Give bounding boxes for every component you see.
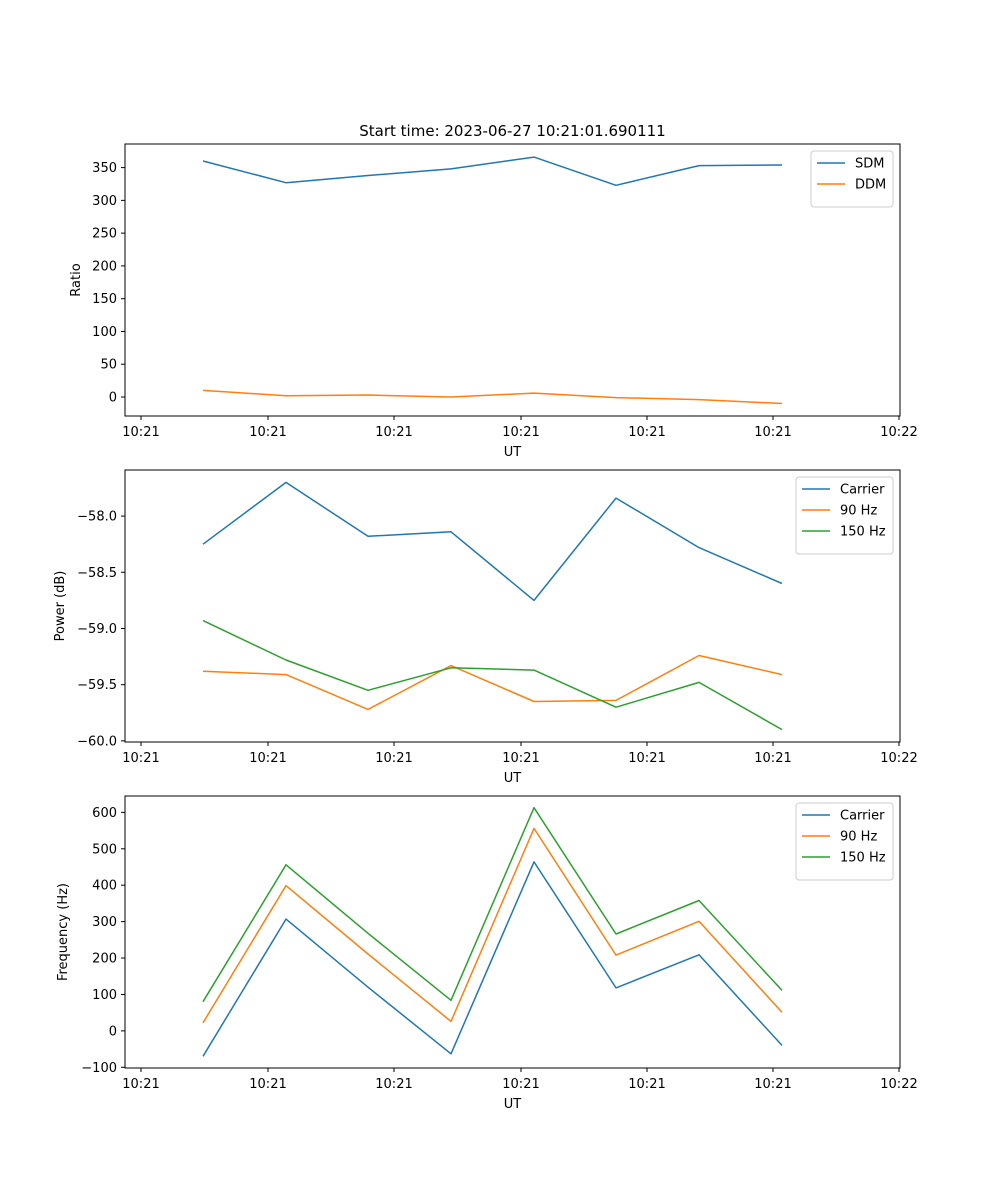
y-tick-label: 600 bbox=[92, 806, 117, 821]
x-tick-label: 10:21 bbox=[249, 425, 286, 440]
legend-label: DDM bbox=[855, 178, 886, 193]
x-axis-label: UT bbox=[504, 1097, 522, 1112]
y-tick-label: −59.0 bbox=[77, 622, 117, 637]
y-tick-label: 350 bbox=[92, 161, 117, 176]
x-tick-label: 10:21 bbox=[754, 1077, 791, 1092]
y-tick-label: 150 bbox=[92, 292, 117, 307]
series-line-150-hz bbox=[202, 619, 783, 731]
y-tick-label: 250 bbox=[92, 227, 117, 242]
x-tick-label: 10:21 bbox=[249, 751, 286, 766]
y-tick-label: 100 bbox=[92, 325, 117, 340]
x-axis-label: UT bbox=[504, 445, 522, 460]
legend-label: 150 Hz bbox=[840, 525, 886, 540]
y-tick-label: 400 bbox=[92, 879, 117, 894]
y-axis-label: Power (dB) bbox=[53, 571, 68, 642]
x-tick-label: 10:21 bbox=[122, 751, 159, 766]
y-tick-label: 300 bbox=[92, 915, 117, 930]
series-line-carrier bbox=[202, 481, 783, 602]
y-axis-label: Frequency (Hz) bbox=[56, 883, 71, 981]
series-line-90-hz bbox=[202, 654, 783, 711]
legend-label: Carrier bbox=[840, 809, 885, 824]
x-tick-label: 10:21 bbox=[502, 1077, 539, 1092]
x-tick-label: 10:21 bbox=[502, 751, 539, 766]
legend: SDM DDM bbox=[810, 150, 894, 208]
x-tick-label: 10:22 bbox=[880, 1077, 917, 1092]
x-tick-label: 10:21 bbox=[754, 751, 791, 766]
legend-box bbox=[810, 150, 894, 208]
x-tick-label: 10:21 bbox=[628, 751, 665, 766]
y-tick-label: 100 bbox=[92, 988, 117, 1003]
y-tick-label: 50 bbox=[100, 358, 117, 373]
series-line-150-hz bbox=[202, 806, 783, 1003]
legend-label: 90 Hz bbox=[840, 504, 877, 519]
x-tick-label: 10:21 bbox=[628, 1077, 665, 1092]
legend: Carrier 90 Hz 150 Hz bbox=[795, 476, 894, 555]
legend-label: SDM bbox=[855, 157, 884, 172]
y-tick-label: −100 bbox=[81, 1061, 117, 1076]
y-tick-label: 500 bbox=[92, 842, 117, 857]
series-line-sdm bbox=[202, 156, 783, 187]
x-tick-label: 10:21 bbox=[502, 425, 539, 440]
legend-label: 150 Hz bbox=[840, 851, 886, 866]
x-axis-label: UT bbox=[504, 771, 522, 786]
x-tick-label: 10:21 bbox=[375, 751, 412, 766]
x-tick-label: 10:22 bbox=[880, 751, 917, 766]
x-tick-label: 10:21 bbox=[122, 425, 159, 440]
y-tick-label: 200 bbox=[92, 952, 117, 967]
panels: 10:21 10:21 10:21 10:21 10:21 10:21 10:22 0 50 10… bbox=[53, 122, 918, 1112]
series-line-carrier bbox=[202, 861, 783, 1057]
x-tick-label: 10:21 bbox=[628, 425, 665, 440]
y-tick-label: −59.5 bbox=[77, 678, 117, 693]
axes-frame bbox=[124, 469, 901, 743]
y-axis-label: Ratio bbox=[69, 263, 84, 296]
legend: Carrier 90 Hz 150 Hz bbox=[795, 802, 894, 881]
x-tick-label: 10:21 bbox=[375, 425, 412, 440]
x-tick-label: 10:21 bbox=[754, 425, 791, 440]
chart-title: Start time: 2023-06-27 10:21:01.690111 bbox=[359, 122, 665, 140]
y-tick-label: −58.5 bbox=[77, 566, 117, 581]
y-tick-label: 0 bbox=[109, 1024, 117, 1039]
series-line-90-hz bbox=[202, 827, 783, 1024]
legend-box bbox=[795, 476, 894, 555]
legend-label: Carrier bbox=[840, 483, 885, 498]
series-line-ddm bbox=[202, 389, 783, 405]
legend-box bbox=[795, 802, 894, 881]
legend-label: 90 Hz bbox=[840, 830, 877, 845]
y-tick-label: −58.0 bbox=[77, 510, 117, 525]
x-tick-label: 10:22 bbox=[880, 425, 917, 440]
chart-panel-2: 10:21 10:21 10:21 10:21 10:21 10:21 10:22 −60.0… bbox=[53, 469, 918, 786]
y-tick-label: 0 bbox=[109, 390, 117, 405]
x-tick-label: 10:21 bbox=[249, 1077, 286, 1092]
x-tick-label: 10:21 bbox=[122, 1077, 159, 1092]
y-tick-label: −60.0 bbox=[77, 734, 117, 749]
chart-panel-3: 10:21 10:21 10:21 10:21 10:21 10:21 10:22 −100 0… bbox=[56, 795, 918, 1112]
chart-panel-1: 10:21 10:21 10:21 10:21 10:21 10:21 10:22 0 50 10… bbox=[69, 122, 918, 460]
axes-frame bbox=[124, 143, 901, 417]
x-tick-label: 10:21 bbox=[375, 1077, 412, 1092]
y-tick-label: 200 bbox=[92, 259, 117, 274]
axes-frame bbox=[124, 795, 901, 1069]
y-tick-label: 300 bbox=[92, 194, 117, 209]
